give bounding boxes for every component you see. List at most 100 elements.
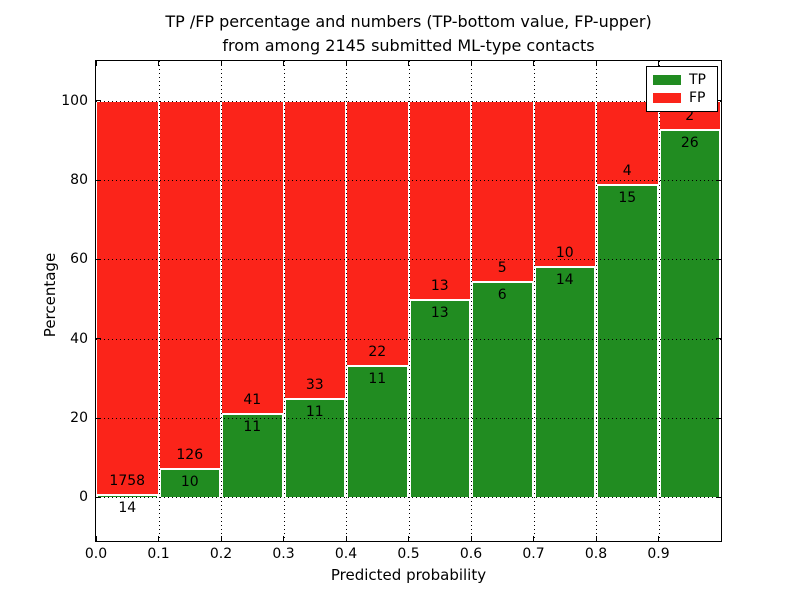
x-tick-label: 0.5	[397, 546, 420, 562]
legend-swatch-tp-icon	[653, 74, 681, 85]
legend-label-fp: FP	[689, 90, 706, 107]
x-axis-tick-bottom	[158, 536, 159, 541]
legend-label-tp: TP	[689, 71, 706, 88]
y-tick-label: 0	[79, 489, 88, 506]
x-axis-tick-top	[283, 61, 284, 66]
y-axis-tick-left	[96, 179, 101, 181]
gridline-vertical	[408, 61, 410, 541]
x-axis-tick-bottom	[470, 536, 472, 541]
bar-segment-tp	[471, 280, 534, 498]
x-tick-label: 0.3	[272, 546, 295, 562]
x-tick-label: 0.9	[647, 546, 670, 562]
bar-count-label-tp: 10	[180, 474, 199, 491]
y-axis-tick-right	[716, 417, 721, 419]
bar-segment-fp	[533, 100, 596, 266]
x-axis-tick-top	[595, 61, 597, 66]
bar-segment-tp	[596, 184, 659, 498]
bar-count-label-fp: 5	[497, 259, 507, 276]
y-axis-tick-left	[96, 417, 101, 419]
bar-segment-tp	[408, 299, 471, 498]
y-axis-tick-left	[96, 338, 101, 340]
bar-count-label-tp: 13	[430, 305, 449, 322]
bar-count-label-tp: 6	[497, 286, 507, 303]
bar-segment-tp	[96, 494, 159, 498]
x-tick-label: 0.0	[84, 546, 108, 562]
gridline-vertical	[283, 61, 285, 541]
x-axis-tick-bottom	[595, 536, 597, 541]
x-axis-tick-top	[408, 61, 409, 66]
y-axis-tick-right	[716, 100, 721, 102]
legend-item-tp: TP	[653, 72, 711, 88]
bar-count-label-fp: 4	[622, 163, 632, 180]
legend-swatch-fp-icon	[653, 93, 681, 104]
gridline-vertical	[346, 61, 347, 541]
gridline-vertical	[596, 61, 597, 541]
bar-segment-tp	[658, 129, 721, 498]
bar-segment-fp	[471, 100, 534, 281]
gridline-vertical	[221, 61, 222, 541]
bar-count-label-fp: 13	[430, 278, 449, 295]
bar-count-label-tp: 11	[243, 419, 262, 436]
x-axis-tick-bottom	[658, 536, 659, 541]
plot-area: 1758 14 126 10 41 11 33 11 22 11 13 13 5 6 10 14 4 15 2 26	[95, 60, 722, 542]
y-axis-tick-right	[716, 258, 721, 260]
x-axis-tick-top	[533, 61, 534, 66]
bar-count-label-fp: 10	[555, 244, 574, 261]
chart-title-line1: TP /FP percentage and numbers (TP-bottom…	[165, 12, 652, 31]
bar-segment-fp	[408, 100, 471, 299]
bar-count-label-tp: 11	[368, 371, 387, 388]
x-axis-tick-bottom	[95, 536, 97, 541]
bar-segment-fp	[283, 100, 346, 399]
x-axis-tick-top	[345, 61, 347, 66]
x-axis-tick-top	[658, 61, 659, 66]
bar-segment-fp	[158, 100, 221, 469]
bar-count-label-fp: 22	[368, 344, 387, 361]
bar-segment-tp	[283, 398, 346, 498]
bar-segment-fp	[96, 100, 159, 495]
bar-count-label-tp: 15	[618, 190, 637, 207]
x-tick-label: 0.7	[522, 546, 545, 562]
gridline-vertical	[533, 61, 535, 541]
y-tick-label: 20	[70, 410, 88, 427]
bar-segment-fp	[346, 100, 409, 366]
bar-count-label-fp: 41	[243, 392, 262, 409]
legend: TP FP	[646, 66, 718, 112]
x-tick-label: 0.2	[209, 546, 233, 562]
x-tick-label: 0.1	[147, 546, 170, 562]
x-tick-label: 0.8	[584, 546, 608, 562]
gridline-vertical	[471, 61, 472, 541]
bar-segment-tp	[533, 265, 596, 498]
y-tick-label: 40	[70, 330, 88, 347]
legend-item-fp: FP	[653, 90, 711, 106]
x-tick-label: 0.4	[334, 546, 358, 562]
x-axis-tick-bottom	[220, 536, 222, 541]
gridline-vertical	[658, 61, 660, 541]
x-axis-label: Predicted probability	[330, 566, 487, 584]
bar-count-label-fp: 1758	[109, 473, 146, 490]
y-axis-tick-right	[716, 338, 721, 340]
bar-count-label-tp: 11	[305, 404, 324, 421]
x-axis-tick-top	[158, 61, 159, 66]
bar-segment-fp	[221, 100, 284, 414]
x-axis-tick-bottom	[533, 536, 534, 541]
y-axis-tick-left	[96, 496, 101, 498]
bar-count-label-fp: 2	[685, 108, 695, 124]
x-axis-tick-bottom	[345, 536, 347, 541]
bar-count-label-fp: 126	[176, 447, 204, 464]
y-tick-label: 80	[70, 172, 88, 188]
y-tick-label: 60	[70, 251, 88, 268]
y-axis-tick-right	[716, 496, 721, 498]
bar-count-label-tp: 14	[555, 271, 574, 288]
gridline-vertical	[158, 61, 160, 541]
chart-title-line2: from among 2145 submitted ML-type contac…	[222, 36, 595, 55]
x-axis-tick-bottom	[283, 536, 284, 541]
bar-segment-tp	[221, 413, 284, 498]
x-axis-tick-bottom	[408, 536, 409, 541]
y-tick-label: 100	[61, 92, 88, 109]
bar-count-label-tp: 26	[680, 135, 699, 151]
y-axis-tick-right	[716, 179, 721, 181]
bar-count-label-tp: 14	[118, 500, 137, 517]
bar-count-label-fp: 33	[305, 377, 324, 394]
y-axis-tick-left	[96, 258, 101, 260]
